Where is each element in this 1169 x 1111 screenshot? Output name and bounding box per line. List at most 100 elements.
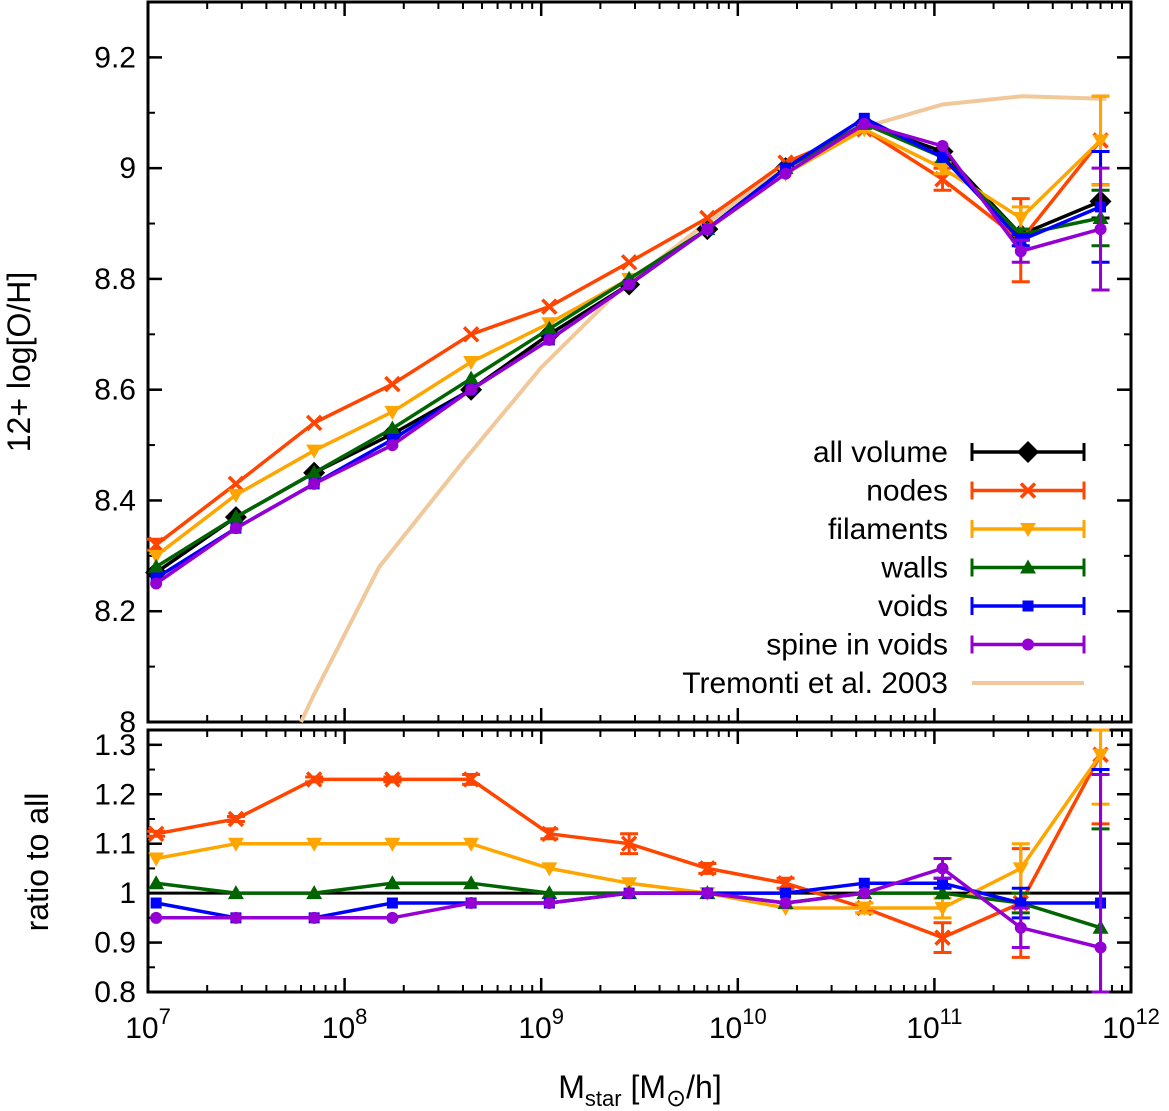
- data-point: [150, 911, 163, 924]
- data-point: [543, 333, 556, 346]
- data-point: [1094, 223, 1107, 236]
- x-tick-label: 1010: [709, 1004, 767, 1045]
- legend-entry-walls: walls: [880, 552, 1086, 585]
- data-point: [1092, 748, 1109, 763]
- data-point: [150, 577, 163, 590]
- data-point: [620, 254, 638, 271]
- data-point: [386, 897, 398, 909]
- legend-swatch-marker: [1019, 482, 1037, 499]
- data-point: [934, 162, 951, 177]
- top-y-tick-label: 9: [119, 152, 136, 185]
- data-point: [858, 117, 871, 130]
- legend-label: all volume: [813, 436, 948, 469]
- x-tick-label-exponent: 8: [355, 1004, 367, 1029]
- data-point: [701, 223, 714, 236]
- data-point: [308, 911, 321, 924]
- data-point: [541, 885, 558, 900]
- x-tick-label-base: 10: [518, 1012, 551, 1045]
- data-point: [620, 835, 638, 852]
- data-point: [384, 420, 401, 435]
- ratio-series-spine-in-voids: [150, 772, 1110, 994]
- data-point: [227, 885, 244, 900]
- data-point: [463, 875, 480, 890]
- x-tick-label: 108: [322, 1004, 368, 1045]
- legend-swatch-marker: [1022, 600, 1034, 612]
- data-point: [306, 837, 323, 852]
- data-point: [462, 326, 480, 343]
- bottom-y-tick-label: 0.8: [94, 976, 136, 1009]
- top-plot-frame: [146, 0, 1133, 724]
- data-point: [384, 405, 401, 420]
- data-point: [463, 356, 480, 370]
- data-point: [148, 549, 165, 564]
- data-point: [779, 897, 792, 910]
- data-point: [227, 509, 244, 524]
- data-point: [1015, 897, 1027, 909]
- data-point: [384, 375, 401, 393]
- data-point: [227, 475, 245, 493]
- data-point: [934, 885, 951, 900]
- data-point: [465, 897, 478, 910]
- series-spine-in-voids: [150, 117, 1110, 590]
- series-filaments: [148, 94, 1110, 564]
- top-panel: 8 8.2 8.4 8.6 8.8 9 9.2: [94, 0, 1133, 739]
- data-point: [147, 825, 165, 843]
- legend-swatch-marker: [1020, 523, 1036, 537]
- data-point: [699, 860, 716, 877]
- data-point: [541, 320, 558, 335]
- legend-entry-voids: voids: [878, 590, 1086, 623]
- bottom-y-tick-label: 1.3: [94, 729, 136, 762]
- data-point: [779, 167, 792, 180]
- x-axis-title-main: M: [558, 1069, 585, 1105]
- legend-entry-all-volume: all volume: [813, 436, 1086, 469]
- data-point: [1092, 134, 1109, 149]
- data-point: [306, 444, 323, 459]
- top-y-tick-label: 8.6: [94, 374, 136, 407]
- data-point: [384, 875, 401, 890]
- x-tick-label: 1011: [906, 1004, 962, 1045]
- x-tick-label-base: 10: [709, 1012, 742, 1045]
- x-tick-label: 107: [125, 1004, 171, 1045]
- top-y-tick-label: 8.2: [94, 595, 136, 628]
- data-point: [229, 911, 242, 924]
- x-tick-label-exponent: 7: [159, 1004, 171, 1029]
- x-tick-label: 109: [518, 1004, 564, 1045]
- data-point: [148, 875, 165, 890]
- bottom-y-tick-label: 1.2: [94, 778, 136, 811]
- data-point: [934, 929, 951, 946]
- x-axis-title: Mstar [M⊙/h]: [558, 1069, 721, 1111]
- data-point: [1012, 862, 1029, 877]
- legend-entry-filaments: filaments: [828, 513, 1086, 546]
- data-point: [308, 477, 321, 490]
- bottom-y-tick-label: 0.9: [94, 927, 136, 960]
- top-y-tick-label: 8: [119, 706, 136, 739]
- series-nodes: [147, 94, 1110, 554]
- legend-entry-nodes: nodes: [866, 475, 1086, 508]
- x-tick-label-base: 10: [1102, 1012, 1135, 1045]
- data-point: [621, 877, 638, 892]
- data-point: [937, 877, 949, 889]
- data-point: [858, 887, 871, 900]
- top-y-tick-label: 9.2: [94, 41, 136, 74]
- data-point: [1014, 921, 1027, 934]
- data-point: [541, 298, 558, 315]
- data-point: [150, 897, 162, 909]
- data-point: [856, 901, 873, 916]
- x-tick-label-base: 10: [322, 1012, 355, 1045]
- x-tick-label-exponent: 11: [940, 1004, 963, 1029]
- x-tick-label-exponent: 12: [1135, 1004, 1159, 1029]
- bottom-y-axis-title: ratio to all: [19, 793, 55, 932]
- data-point: [306, 464, 323, 479]
- data-point: [623, 278, 636, 291]
- data-point: [305, 771, 323, 788]
- legend-label: voids: [878, 590, 948, 623]
- data-point: [148, 852, 165, 867]
- data-point: [463, 837, 480, 852]
- x-tick-label-base: 10: [906, 1012, 939, 1045]
- data-point: [386, 439, 399, 452]
- legend-swatch-marker: [1022, 638, 1034, 651]
- data-point: [1012, 212, 1029, 226]
- legend-swatch-marker: [1020, 559, 1036, 574]
